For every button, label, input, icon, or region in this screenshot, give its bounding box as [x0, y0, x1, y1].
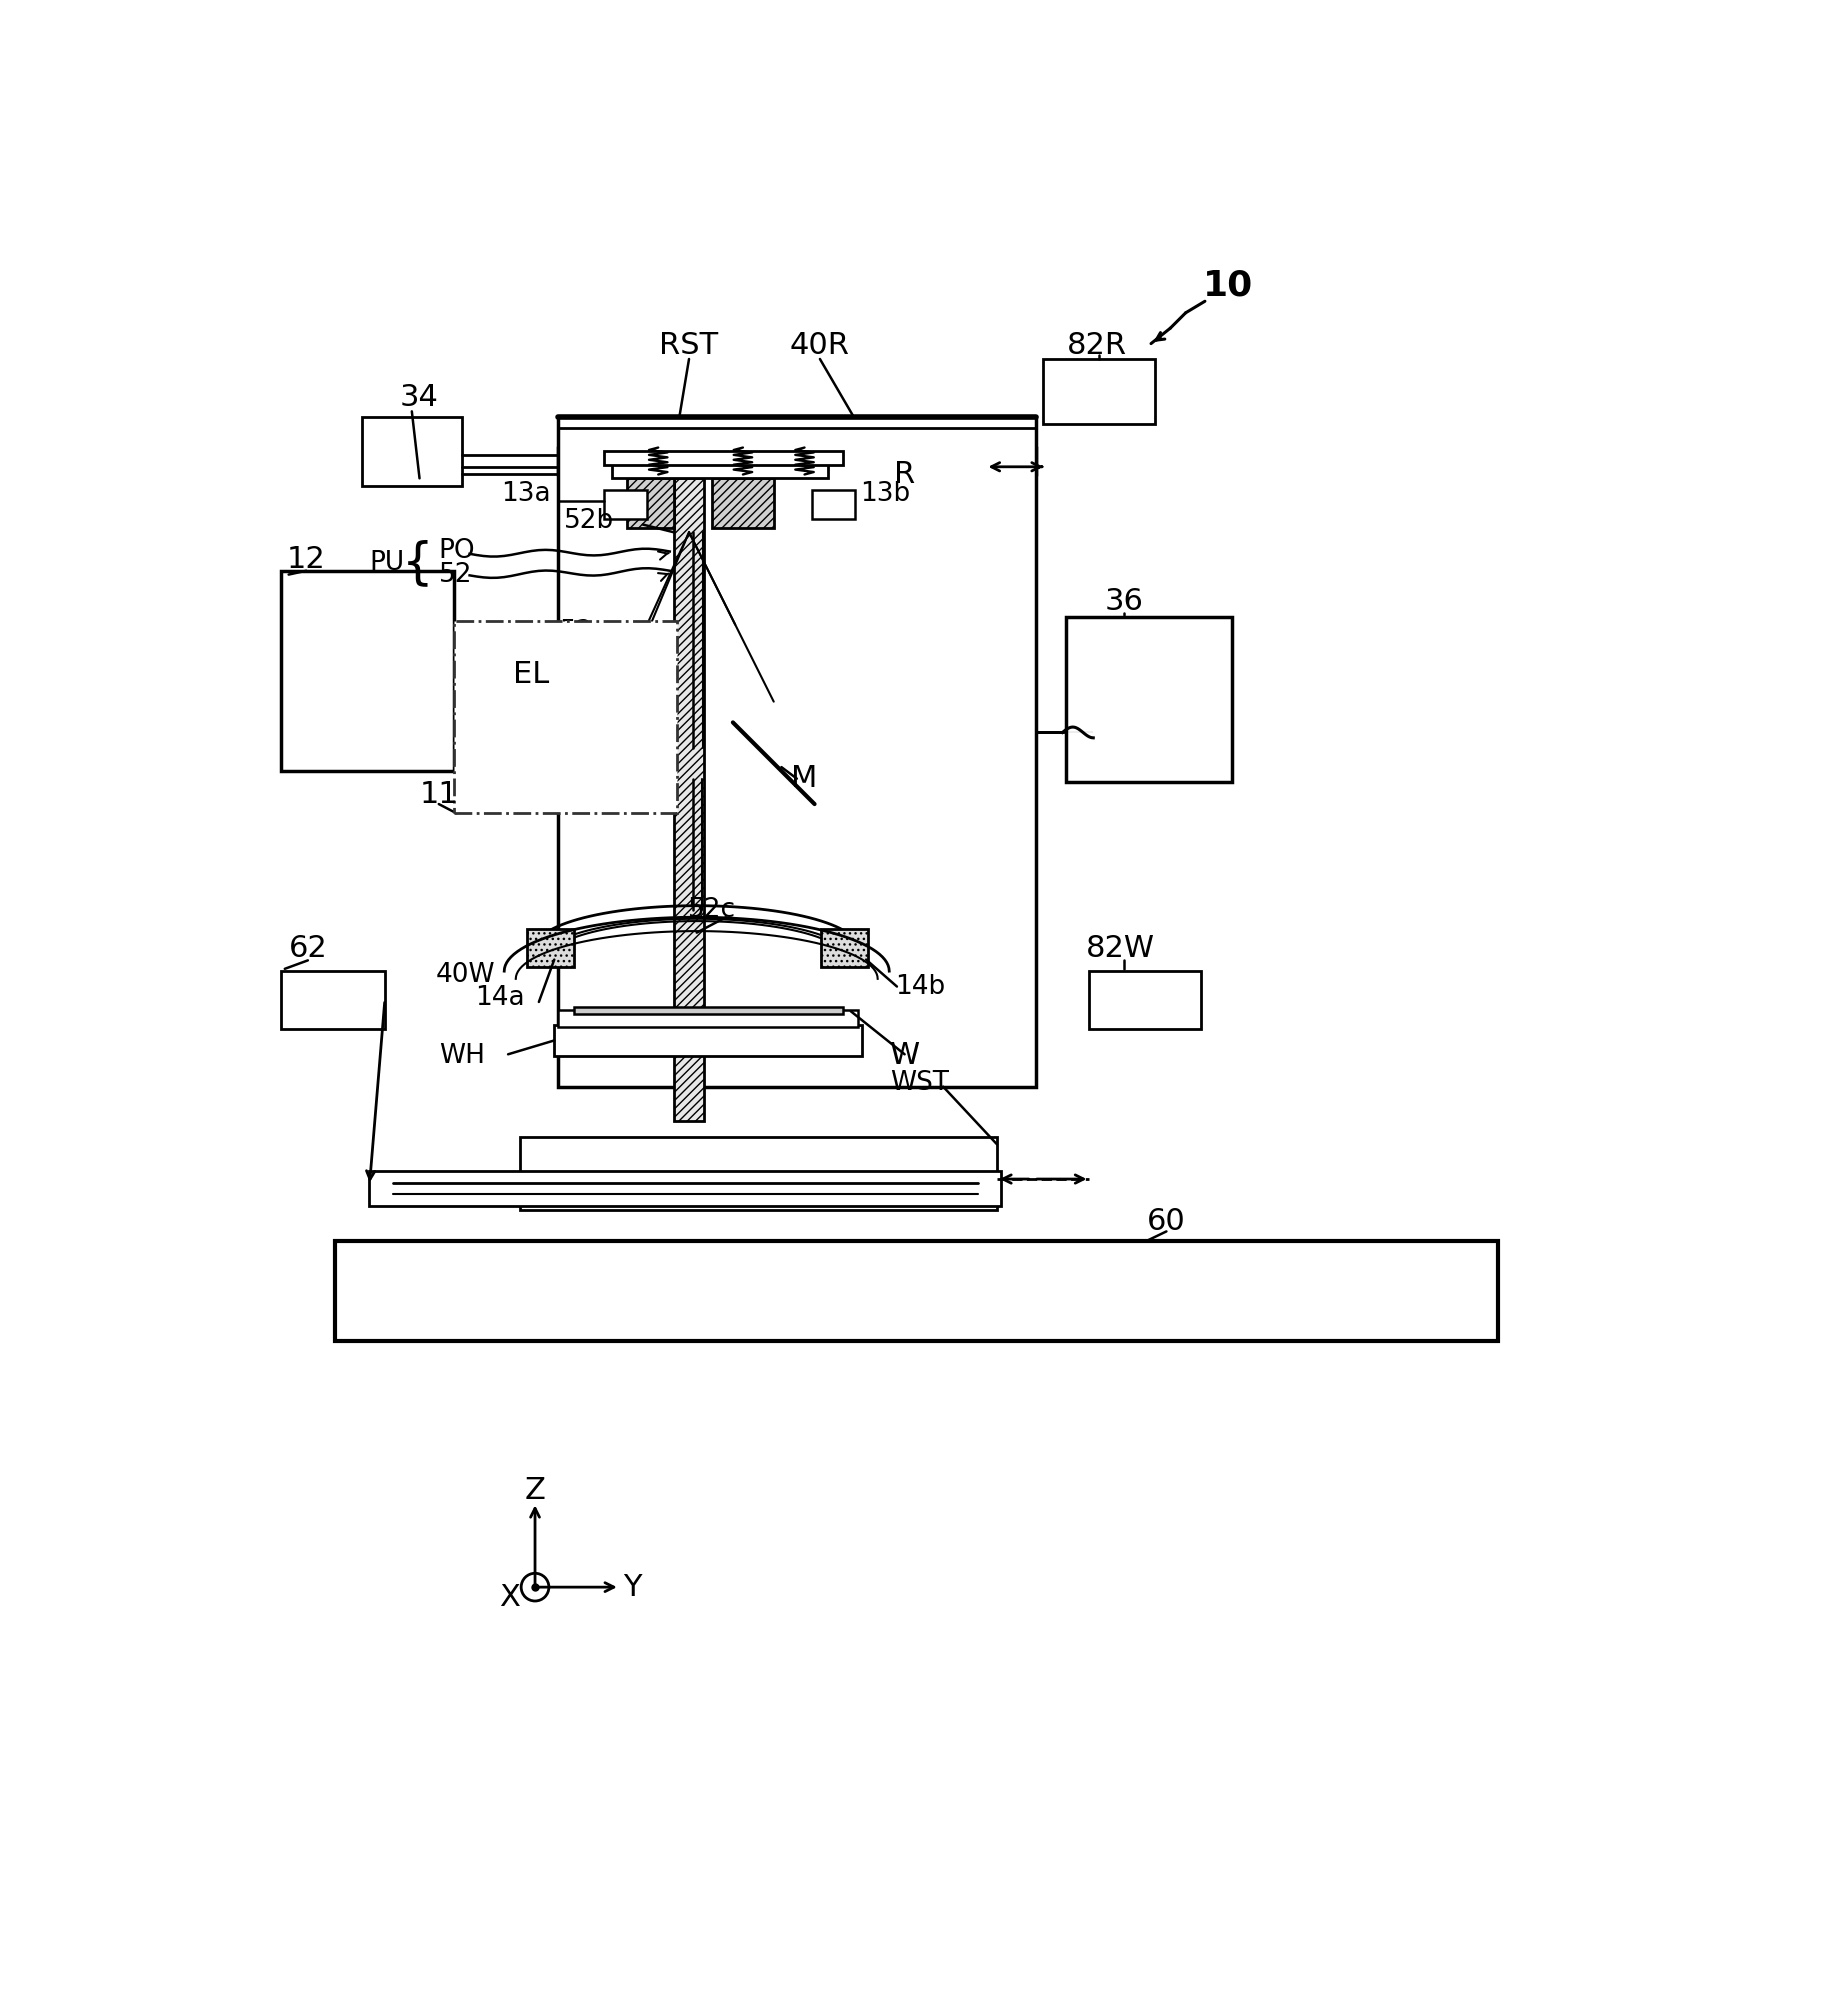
Text: PU: PU [368, 549, 405, 575]
Bar [527, 929, 574, 967]
Bar [712, 479, 773, 529]
Bar [611, 463, 828, 479]
Bar [282, 571, 455, 771]
Text: EL: EL [514, 661, 549, 689]
Text: 36: 36 [1105, 587, 1143, 615]
Bar [604, 451, 843, 465]
Bar [282, 971, 385, 1028]
Text: M: M [792, 765, 817, 793]
Text: 52: 52 [438, 561, 473, 587]
Bar [865, 433, 985, 475]
Text: 62: 62 [289, 933, 328, 963]
Bar [554, 1024, 862, 1056]
Text: Y: Y [624, 1574, 643, 1602]
Bar [574, 1006, 843, 1014]
Text: R: R [895, 459, 915, 489]
Text: WH: WH [438, 1042, 484, 1068]
Bar [370, 1172, 1002, 1206]
Bar [893, 475, 955, 493]
Text: 52b: 52b [563, 507, 615, 533]
Text: 10: 10 [1202, 270, 1254, 304]
Text: PO: PO [438, 539, 475, 565]
Bar [1090, 971, 1200, 1028]
Bar [812, 489, 854, 519]
Bar [821, 929, 867, 967]
Text: 52c: 52c [689, 897, 736, 923]
Text: 82R: 82R [1068, 332, 1127, 359]
Text: 13a: 13a [501, 481, 550, 507]
Text: WST: WST [891, 1070, 950, 1096]
Text: X: X [499, 1584, 519, 1612]
Text: RST: RST [659, 332, 718, 359]
Bar [604, 489, 646, 519]
Text: {: { [401, 539, 433, 587]
Bar [455, 621, 677, 813]
Text: 52a: 52a [560, 619, 609, 645]
Bar [1044, 359, 1154, 425]
Bar [519, 1136, 998, 1210]
Text: 82W: 82W [1086, 933, 1154, 963]
Text: 12: 12 [287, 545, 326, 573]
Text: 14b: 14b [895, 975, 944, 1000]
Text: 14a: 14a [475, 985, 525, 1010]
Text: 40W: 40W [436, 963, 495, 989]
Bar [1066, 617, 1232, 783]
Bar [558, 447, 1035, 475]
Text: W: W [889, 1040, 920, 1070]
Text: 13b: 13b [860, 481, 911, 507]
Bar [363, 417, 462, 485]
Text: 34: 34 [399, 383, 438, 411]
Bar [674, 479, 705, 1120]
Text: 40R: 40R [790, 332, 851, 359]
Text: Z: Z [525, 1476, 545, 1506]
Bar [628, 479, 674, 529]
Bar [604, 475, 1035, 491]
Bar [558, 417, 1035, 1086]
Bar [335, 1240, 1497, 1340]
Text: 11: 11 [420, 779, 458, 809]
Text: 60: 60 [1147, 1206, 1186, 1236]
Bar [558, 1010, 858, 1026]
